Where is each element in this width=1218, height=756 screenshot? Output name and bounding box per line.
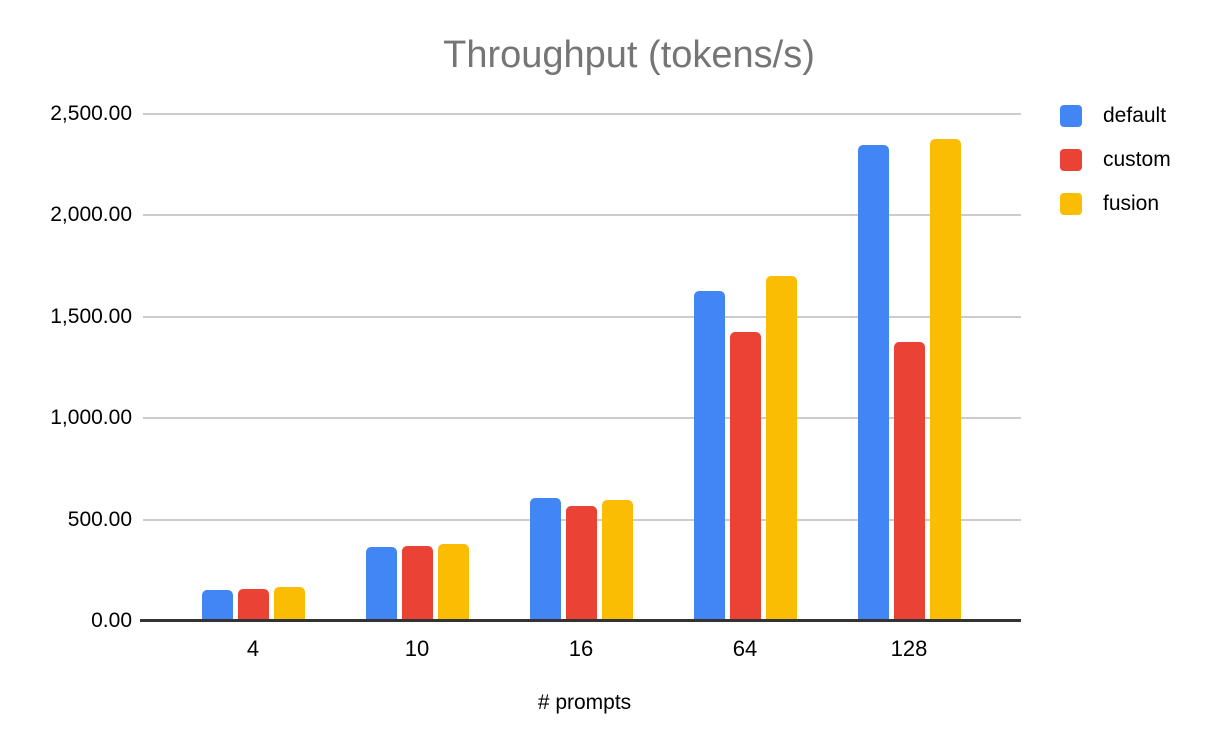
legend-swatch-custom-icon	[1060, 149, 1082, 171]
bar-default-10	[365, 547, 397, 621]
gridline-1000	[143, 417, 1021, 420]
bar-default-4	[201, 590, 233, 621]
legend-item-custom: custom	[1060, 149, 1171, 171]
bar-default-64	[693, 291, 725, 621]
x-axis-line	[140, 619, 1021, 622]
x-tick-label-16: 16	[568, 636, 594, 661]
gridline-1500	[143, 315, 1021, 318]
x-axis-title: # prompts	[537, 691, 632, 714]
y-tick-label-1500: 1,500.00	[50, 304, 132, 328]
x-tick-label-4: 4	[246, 636, 260, 661]
y-axis-labels: 0.00 500.00 1,000.00 1,500.00 2,000.00 2,500.…	[0, 0, 132, 756]
legend-item-fusion: fusion	[1060, 193, 1171, 215]
bar-fusion-10	[437, 544, 469, 621]
bar-fusion-64	[765, 276, 797, 621]
legend-label-default: default	[1103, 104, 1167, 127]
chart-title: Throughput (tokens/s)	[443, 34, 815, 76]
legend-item-default: default	[1060, 105, 1171, 127]
bar-fusion-4	[273, 587, 305, 621]
gridline-2000	[143, 214, 1021, 217]
bar-custom-64	[729, 332, 761, 621]
y-tick-label-2500: 2,500.00	[50, 102, 132, 125]
bar-custom-128	[893, 342, 925, 621]
bar-custom-16	[565, 506, 597, 621]
bar-default-128	[857, 145, 889, 621]
x-tick-label-10: 10	[404, 636, 430, 661]
plot-area	[143, 113, 1021, 621]
legend: default custom fusion	[1060, 105, 1171, 237]
y-tick-label-500: 500.00	[67, 507, 132, 531]
y-tick-label-0: 0.00	[91, 609, 132, 632]
y-tick-label-1000: 1,000.00	[50, 406, 132, 430]
legend-swatch-fusion-icon	[1060, 193, 1082, 215]
legend-label-custom: custom	[1103, 148, 1171, 171]
bar-default-16	[529, 498, 561, 621]
bar-custom-4	[237, 589, 269, 621]
x-tick-label-128: 128	[890, 636, 928, 661]
legend-label-fusion: fusion	[1103, 192, 1160, 215]
bar-fusion-16	[601, 500, 633, 621]
gridline-2500	[143, 113, 1021, 115]
legend-swatch-default-icon	[1060, 105, 1082, 127]
bar-custom-10	[401, 546, 433, 621]
x-tick-label-64: 64	[732, 636, 758, 661]
bar-fusion-128	[929, 139, 961, 621]
y-tick-label-2000: 2,000.00	[50, 203, 132, 227]
